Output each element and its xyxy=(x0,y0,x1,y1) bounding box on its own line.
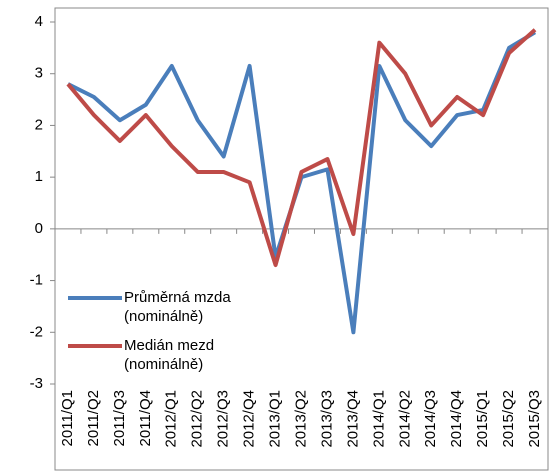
x-tick-label: 2014/Q2 xyxy=(396,390,413,448)
x-tick-label: 2013/Q4 xyxy=(344,390,361,448)
x-tick-label: 2015/Q1 xyxy=(474,390,491,448)
x-tick-label: 2015/Q3 xyxy=(526,390,543,448)
legend-label: Medián mezd (nominálně) xyxy=(124,337,215,373)
x-tick-label: 2011/Q4 xyxy=(137,390,154,446)
y-tick-label: 1 xyxy=(35,168,43,185)
x-tick-label: 2012/Q2 xyxy=(189,390,206,448)
x-tick-label: 2012/Q4 xyxy=(241,390,258,448)
y-tick-label: 3 xyxy=(35,65,43,82)
x-tick-label: 2011/Q3 xyxy=(111,390,128,446)
y-tick-label: 2 xyxy=(35,116,43,133)
x-tick-label: 2015/Q2 xyxy=(500,390,517,448)
x-tick-label: 2013/Q2 xyxy=(292,390,309,448)
plot-frame xyxy=(54,7,549,471)
x-tick-label: 2014/Q1 xyxy=(370,390,387,448)
y-tick-label: -2 xyxy=(30,323,43,340)
x-tick-label: 2014/Q3 xyxy=(422,390,439,448)
y-tick-label: -3 xyxy=(30,375,43,392)
x-tick-label: 2013/Q1 xyxy=(267,390,284,448)
line-series xyxy=(66,28,537,268)
x-tick-label: 2011/Q2 xyxy=(85,390,102,446)
y-tick-label: -1 xyxy=(30,272,43,289)
x-tick-label: 2012/Q3 xyxy=(215,390,232,448)
x-tick-label: 2013/Q3 xyxy=(318,390,335,448)
y-tick-label: 0 xyxy=(35,220,43,237)
x-tick-label: 2014/Q4 xyxy=(448,390,465,448)
y-tick-label: 4 xyxy=(35,13,43,30)
x-tick-label: 2012/Q1 xyxy=(163,390,180,448)
legend-label: Průměrná mzda (nominálně) xyxy=(124,289,231,325)
x-tick-label: 2011/Q1 xyxy=(59,390,76,446)
